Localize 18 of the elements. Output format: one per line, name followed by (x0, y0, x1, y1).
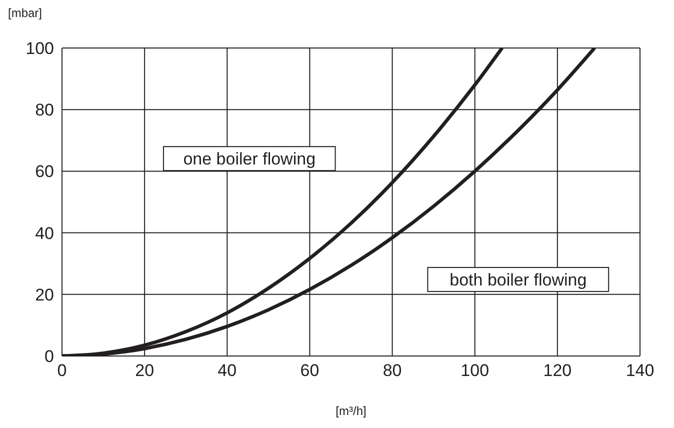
x-tick-label: 80 (382, 361, 402, 380)
y-tick-label: 100 (26, 39, 54, 58)
x-tick-label: 100 (460, 361, 490, 380)
y-tick-label: 20 (35, 285, 54, 304)
text: both boiler flowing (450, 270, 587, 290)
x-tick-label: 20 (135, 361, 154, 380)
x-tick-label: 40 (218, 361, 237, 380)
y-tick-label: 40 (35, 224, 54, 243)
x-tick-label: 0 (57, 361, 67, 380)
text: one boiler flowing (183, 150, 316, 169)
x-tick-label: 120 (543, 361, 572, 380)
y-tick-label: 60 (35, 162, 54, 182)
y-tick-label: 0 (44, 347, 54, 366)
y-tick-label: 80 (35, 100, 54, 120)
x-tick-label: 140 (626, 361, 654, 380)
x-axis-title: [m³/h] (334, 404, 368, 418)
y-axis-title: [mbar] (8, 6, 42, 20)
x-tick-label: 60 (300, 361, 320, 380)
